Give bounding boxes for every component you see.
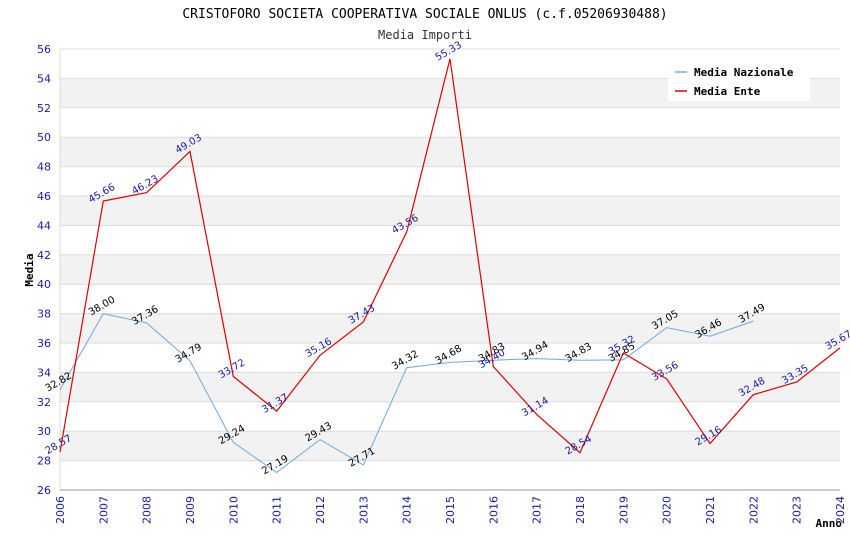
x-tick-2015: 2015 [444,496,457,524]
y-tick-56: 56 [37,43,51,56]
x-tick-2021: 2021 [704,496,717,524]
y-tick-30: 30 [37,425,51,438]
x-tick-2023: 2023 [791,496,804,524]
data-label-media-nazionale-2009: 34.79 [174,342,204,366]
x-tick-2006: 2006 [54,496,67,524]
legend-label-media-nazionale: Media Nazionale [694,66,794,79]
y-tick-44: 44 [37,219,51,232]
x-tick-2022: 2022 [747,496,760,524]
y-tick-38: 38 [37,308,51,321]
grid-band [60,196,840,225]
data-label-media-nazionale-2018: 34.83 [564,341,594,365]
x-tick-2009: 2009 [184,496,197,524]
y-tick-42: 42 [37,249,51,262]
x-tick-2019: 2019 [617,496,630,524]
data-label-media-ente-2008: 46.23 [130,174,160,198]
y-tick-32: 32 [37,396,51,409]
x-tick-2016: 2016 [487,496,500,524]
x-tick-2008: 2008 [141,496,154,524]
x-tick-2011: 2011 [271,496,284,524]
legend-label-media-ente: Media Ente [694,85,761,98]
y-tick-48: 48 [37,161,51,174]
grid-band [60,372,840,401]
x-tick-2012: 2012 [314,496,327,524]
chart-title: CRISTOFORO SOCIETA COOPERATIVA SOCIALE O… [182,7,667,22]
grid-bands [60,78,840,460]
y-tick-52: 52 [37,102,51,115]
x-tick-2010: 2010 [227,496,240,524]
data-label-media-ente-2015: 55.33 [434,40,464,64]
legend: Media Nazionale Media Ente [668,60,810,101]
x-tick-2007: 2007 [97,496,110,524]
x-tick-labels: 2006 2007 2008 2009 2010 2011 2012 2013 2014 2015… [54,496,847,524]
data-label-media-nazionale-2015: 34.68 [434,343,464,367]
y-tick-54: 54 [37,72,51,85]
x-tick-2017: 2017 [531,496,544,524]
grid-band [60,431,840,460]
y-tick-26: 26 [37,484,51,497]
x-tick-2014: 2014 [401,496,414,524]
y-axis-title: Media [23,253,36,286]
y-tick-34: 34 [37,366,51,379]
chart-canvas: CRISTOFORO SOCIETA COOPERATIVA SOCIALE O… [0,0,850,550]
y-tick-40: 40 [37,278,51,291]
y-tick-36: 36 [37,337,51,350]
grid-band [60,314,840,343]
grid-band [60,255,840,284]
x-tick-2018: 2018 [574,496,587,524]
y-tick-50: 50 [37,131,51,144]
x-tick-2024: 2024 [834,496,847,524]
x-tick-2020: 2020 [661,496,674,524]
data-label-media-nazionale-2014: 34.32 [390,349,420,373]
x-tick-2013: 2013 [357,496,370,524]
y-tick-46: 46 [37,190,51,203]
